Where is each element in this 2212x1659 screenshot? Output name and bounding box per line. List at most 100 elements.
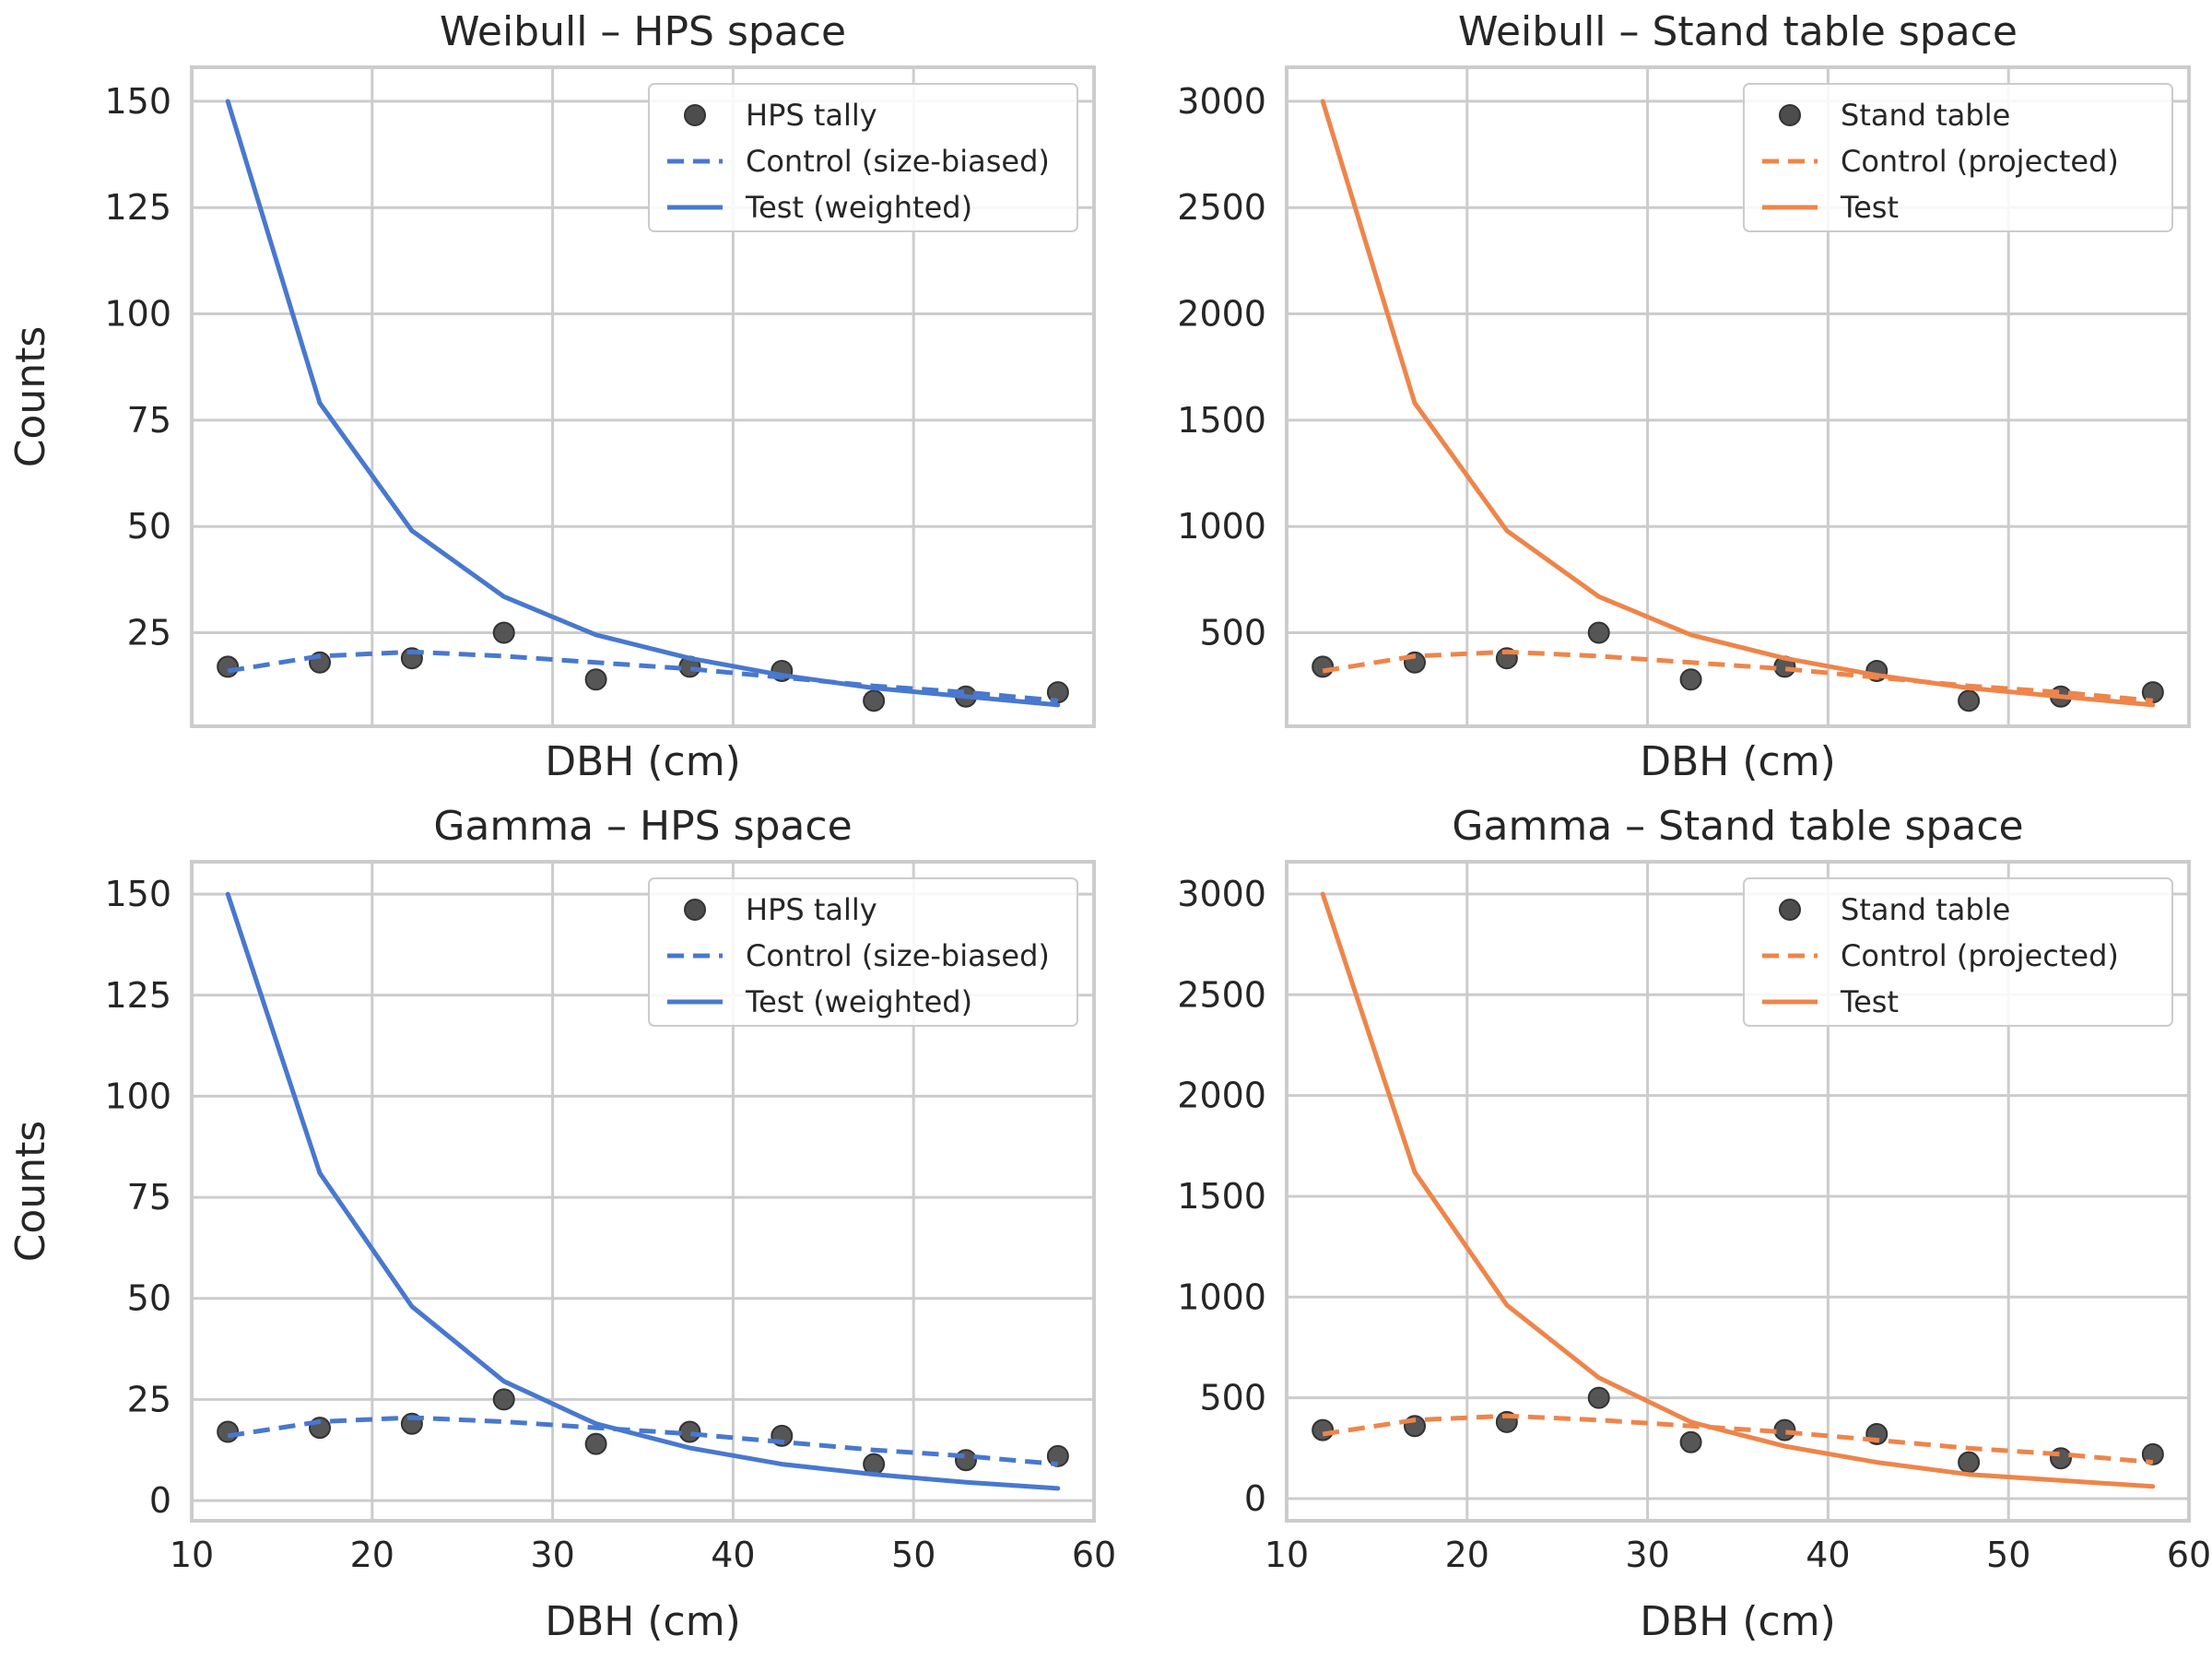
data-point xyxy=(2141,681,2164,704)
axes-frame xyxy=(1285,65,2191,728)
data-point xyxy=(678,1420,701,1443)
x-tick-label: 60 xyxy=(1072,1535,1116,1575)
legend-frame xyxy=(648,83,1078,232)
chart-panel-4: 0 500 1000 1500 2000 2500 3000 10 20 30 40 50 60 Gamm… xyxy=(1177,803,2211,1645)
y-tick-label: 25 xyxy=(127,1379,171,1419)
data-point xyxy=(584,1432,607,1455)
data-point xyxy=(1046,681,1069,704)
data-point xyxy=(1312,1418,1335,1441)
data-point xyxy=(1958,1451,1981,1474)
x-tick-label: 10 xyxy=(170,1535,214,1575)
chart-panel-3: 0 25 50 75 100 125 150 10 20 30 40 50 60 Gamma – HPS … xyxy=(7,803,1116,1645)
y-tick-label: 50 xyxy=(127,1278,171,1319)
y-tick-label: 2000 xyxy=(1177,1076,1266,1116)
data-point xyxy=(492,621,515,644)
x-tick-label: 20 xyxy=(350,1535,394,1575)
y-tick-label: 50 xyxy=(127,506,171,547)
legend-frame xyxy=(648,877,1078,1027)
y-tick-label: 1500 xyxy=(1177,1176,1266,1217)
data-point xyxy=(584,668,607,691)
data-point xyxy=(1587,621,1610,644)
y-tick-label: 3000 xyxy=(1177,81,1266,122)
legend-label: Stand table xyxy=(1841,98,2010,133)
y-tick-label: 0 xyxy=(149,1480,171,1521)
legend-label: HPS tally xyxy=(746,98,877,133)
y-tick-label: 150 xyxy=(104,81,171,122)
y-tick-label: 1000 xyxy=(1177,506,1266,547)
series-line-control xyxy=(227,1415,1059,1467)
y-tick-label: 3000 xyxy=(1177,874,1266,914)
legend-label: Test xyxy=(1840,984,1899,1019)
data-point xyxy=(217,1420,240,1443)
data-point xyxy=(863,689,886,712)
data-point xyxy=(217,655,240,678)
y-tick-label: 1500 xyxy=(1177,400,1266,441)
legend-label: Control (size-biased) xyxy=(746,938,1050,973)
y-tick-label: 75 xyxy=(127,400,171,441)
x-tick-label: 30 xyxy=(1625,1535,1669,1575)
y-tick-label: 25 xyxy=(127,613,171,653)
data-point xyxy=(1773,1418,1796,1441)
series-line-control xyxy=(1322,1413,2154,1465)
x-axis-label: DBH (cm) xyxy=(1640,1598,1836,1645)
chart-title: Gamma – Stand table space xyxy=(1452,803,2023,850)
data-point xyxy=(1958,689,1981,712)
data-point xyxy=(1679,1430,1702,1453)
series-line-test xyxy=(1320,891,2156,1489)
legend-frame xyxy=(1743,877,2173,1027)
legend: Stand table Control (projected) Test xyxy=(1743,83,2173,232)
axes-frame xyxy=(1285,860,2191,1523)
legend-label: Stand table xyxy=(1841,892,2010,927)
chart-panel-1: 25 50 75 100 125 150 Weibull – HPS space DBH (c… xyxy=(7,8,1096,785)
x-axis-label: DBH (cm) xyxy=(545,738,741,785)
x-axis-label: DBH (cm) xyxy=(545,1598,741,1645)
legend-frame xyxy=(1743,83,2173,232)
legend-label: Test xyxy=(1840,190,1899,225)
legend-label: Control (size-biased) xyxy=(746,144,1050,179)
data-point xyxy=(2141,1442,2164,1465)
chart-title: Weibull – HPS space xyxy=(440,8,846,55)
y-tick-label: 2000 xyxy=(1177,294,1266,335)
legend-marker-scatter xyxy=(1779,899,1801,921)
x-axis-label: DBH (cm) xyxy=(1640,738,1836,785)
legend-label: Control (projected) xyxy=(1841,144,2119,179)
series-line-test xyxy=(225,891,1061,1491)
y-axis-label: Counts xyxy=(7,326,54,468)
y-tick-label: 100 xyxy=(104,294,171,335)
x-tick-label: 40 xyxy=(1806,1535,1850,1575)
series-line-test xyxy=(1320,99,2156,708)
legend-label: Test (weighted) xyxy=(745,190,972,225)
y-tick-label: 1000 xyxy=(1177,1277,1266,1317)
data-point xyxy=(1312,655,1335,678)
y-tick-label: 125 xyxy=(104,187,171,228)
x-tick-label: 50 xyxy=(891,1535,935,1575)
axes-frame xyxy=(190,860,1096,1523)
legend: HPS tally Control (size-biased) Test (weig… xyxy=(648,83,1078,232)
y-tick-label: 500 xyxy=(1199,1378,1266,1418)
x-tick-label: 40 xyxy=(711,1535,755,1575)
y-tick-label: 125 xyxy=(104,975,171,1016)
data-point xyxy=(1679,668,1702,691)
y-tick-label: 75 xyxy=(127,1177,171,1218)
y-axis-label: Counts xyxy=(7,1121,54,1263)
y-tick-label: 150 xyxy=(104,874,171,914)
y-tick-label: 0 xyxy=(1244,1478,1266,1519)
x-tick-label: 30 xyxy=(530,1535,574,1575)
chart-title: Gamma – HPS space xyxy=(433,803,852,850)
y-tick-label: 100 xyxy=(104,1076,171,1116)
x-tick-label: 20 xyxy=(1445,1535,1489,1575)
y-tick-label: 500 xyxy=(1199,613,1266,653)
legend-label: Control (projected) xyxy=(1841,938,2119,973)
data-point xyxy=(2049,1447,2072,1470)
legend: HPS tally Control (size-biased) Test (weig… xyxy=(648,877,1078,1027)
chart-title: Weibull – Stand table space xyxy=(1458,8,2018,55)
axes-frame xyxy=(190,65,1096,728)
legend-label: HPS tally xyxy=(746,892,877,927)
legend: Stand table Control (projected) Test xyxy=(1743,877,2173,1027)
x-tick-label: 10 xyxy=(1265,1535,1309,1575)
data-point xyxy=(1587,1386,1610,1409)
x-tick-label: 50 xyxy=(1986,1535,2030,1575)
y-tick-label: 2500 xyxy=(1177,974,1266,1015)
legend-label: Test (weighted) xyxy=(745,984,972,1019)
data-point xyxy=(492,1388,515,1411)
